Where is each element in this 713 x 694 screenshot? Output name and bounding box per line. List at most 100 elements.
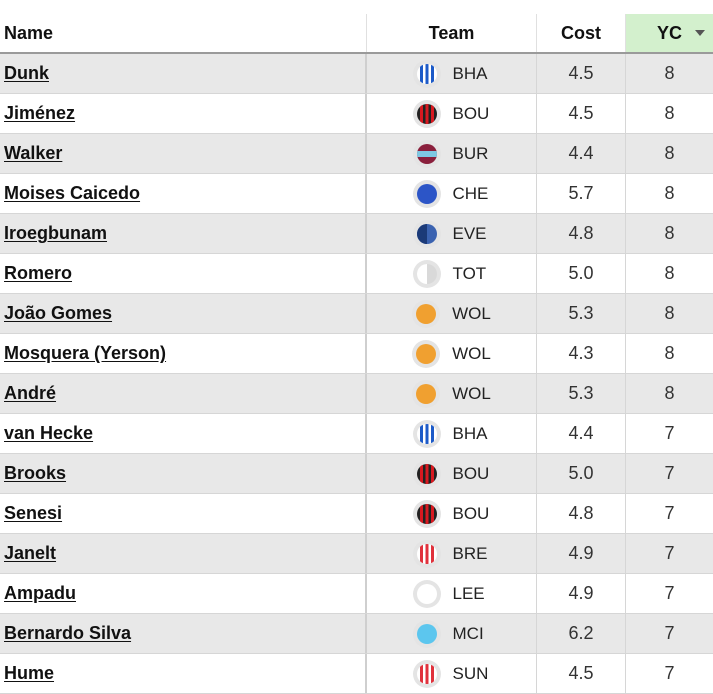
team-cell: MCI bbox=[367, 614, 537, 653]
cost-value: 5.7 bbox=[568, 183, 594, 203]
player-name-link[interactable]: Ampadu bbox=[4, 583, 76, 603]
yc-cell: 8 bbox=[626, 134, 713, 173]
cost-cell: 4.3 bbox=[537, 334, 626, 373]
column-header-name[interactable]: Name bbox=[0, 14, 367, 52]
cost-value: 5.0 bbox=[568, 263, 594, 283]
player-name-link[interactable]: Moises Caicedo bbox=[4, 183, 141, 203]
table-row: Janelt BRE 4.9 7 bbox=[0, 534, 713, 574]
team-code: WOL bbox=[452, 343, 491, 363]
team-code: WOL bbox=[452, 303, 491, 323]
team-badge-icon bbox=[412, 259, 441, 288]
team-badge-icon bbox=[412, 339, 441, 368]
cost-value: 4.4 bbox=[568, 423, 594, 443]
player-name-cell: Mosquera (Yerson) bbox=[0, 334, 367, 373]
table-row: Walker BUR 4.4 8 bbox=[0, 134, 713, 174]
player-name-cell: van Hecke bbox=[0, 414, 367, 453]
yc-value: 7 bbox=[664, 503, 675, 523]
player-name-cell: Ampadu bbox=[0, 574, 367, 613]
column-header-yc[interactable]: YC bbox=[626, 14, 713, 52]
player-name-link[interactable]: Hume bbox=[4, 663, 55, 683]
team-badge-icon bbox=[412, 179, 441, 208]
cost-cell: 4.5 bbox=[537, 654, 626, 693]
team-cell: BOU bbox=[367, 454, 537, 493]
cost-cell: 4.4 bbox=[537, 414, 626, 453]
yc-cell: 7 bbox=[626, 654, 713, 693]
player-name-link[interactable]: Romero bbox=[4, 263, 73, 283]
team-cell: BOU bbox=[367, 94, 537, 133]
team-cell: BRE bbox=[367, 534, 537, 573]
player-name-link[interactable]: van Hecke bbox=[4, 423, 94, 443]
team-badge-icon bbox=[412, 659, 441, 688]
team-cell: CHE bbox=[367, 174, 537, 213]
yc-cell: 7 bbox=[626, 614, 713, 653]
team-badge-icon bbox=[412, 139, 441, 168]
team-badge-icon bbox=[412, 459, 441, 488]
yc-cell: 7 bbox=[626, 414, 713, 453]
cost-value: 5.3 bbox=[568, 303, 594, 323]
player-name-link[interactable]: Mosquera (Yerson) bbox=[4, 343, 167, 363]
team-cell: TOT bbox=[367, 254, 537, 293]
yc-value: 8 bbox=[664, 343, 675, 363]
player-name-cell: Janelt bbox=[0, 534, 367, 573]
player-name-link[interactable]: Janelt bbox=[4, 543, 57, 563]
column-header-cost[interactable]: Cost bbox=[537, 14, 626, 52]
cost-cell: 5.0 bbox=[537, 454, 626, 493]
team-code: BRE bbox=[452, 543, 488, 563]
player-name-link[interactable]: Dunk bbox=[4, 63, 49, 83]
cost-cell: 5.3 bbox=[537, 294, 626, 333]
team-code: BUR bbox=[452, 143, 489, 163]
yc-cell: 8 bbox=[626, 214, 713, 253]
cost-value: 4.8 bbox=[568, 223, 594, 243]
team-badge-icon bbox=[412, 219, 441, 248]
yc-value: 8 bbox=[664, 223, 675, 243]
yc-value: 8 bbox=[664, 103, 675, 123]
player-name-link[interactable]: João Gomes bbox=[4, 303, 113, 323]
table-row: Ampadu LEE 4.9 7 bbox=[0, 574, 713, 614]
table-row: Senesi BOU 4.8 7 bbox=[0, 494, 713, 534]
player-name-cell: Moises Caicedo bbox=[0, 174, 367, 213]
sort-desc-icon[interactable] bbox=[695, 30, 705, 36]
cost-cell: 4.9 bbox=[537, 574, 626, 613]
player-name-link[interactable]: Walker bbox=[4, 143, 63, 163]
column-header-team[interactable]: Team bbox=[367, 14, 537, 52]
player-name-link[interactable]: André bbox=[4, 383, 57, 403]
team-cell: EVE bbox=[367, 214, 537, 253]
yc-cell: 7 bbox=[626, 574, 713, 613]
yc-value: 8 bbox=[664, 383, 675, 403]
yc-cell: 7 bbox=[626, 454, 713, 493]
table-row: André WOL 5.3 8 bbox=[0, 374, 713, 414]
yc-value: 7 bbox=[664, 583, 675, 603]
yc-value: 8 bbox=[664, 263, 675, 283]
team-badge-icon bbox=[412, 379, 441, 408]
yc-value: 7 bbox=[664, 623, 675, 643]
player-name-link[interactable]: Bernardo Silva bbox=[4, 623, 132, 643]
team-cell: WOL bbox=[367, 294, 537, 333]
player-name-link[interactable]: Senesi bbox=[4, 503, 63, 523]
cost-cell: 4.5 bbox=[537, 94, 626, 133]
team-code: BHA bbox=[452, 423, 488, 443]
table-row: Iroegbunam EVE 4.8 8 bbox=[0, 214, 713, 254]
player-name-link[interactable]: Jiménez bbox=[4, 103, 76, 123]
team-badge-icon bbox=[412, 299, 441, 328]
team-code: LEE bbox=[452, 583, 485, 603]
cost-value: 4.5 bbox=[568, 103, 594, 123]
team-cell: BHA bbox=[367, 54, 537, 93]
yc-value: 8 bbox=[664, 63, 675, 83]
yc-cell: 8 bbox=[626, 54, 713, 93]
team-cell: SUN bbox=[367, 654, 537, 693]
yc-value: 7 bbox=[664, 663, 675, 683]
cost-value: 4.8 bbox=[568, 503, 594, 523]
team-cell: LEE bbox=[367, 574, 537, 613]
cost-cell: 4.5 bbox=[537, 54, 626, 93]
team-code: BHA bbox=[452, 63, 488, 83]
player-name-cell: Dunk bbox=[0, 54, 367, 93]
player-name-link[interactable]: Brooks bbox=[4, 463, 67, 483]
yc-value: 7 bbox=[664, 463, 675, 483]
player-name-cell: Senesi bbox=[0, 494, 367, 533]
player-name-link[interactable]: Iroegbunam bbox=[4, 223, 108, 243]
players-table: Name Team Cost YC Dunk BHA 4.5 8 Jiménez BOU 4… bbox=[0, 14, 713, 694]
yc-cell: 8 bbox=[626, 294, 713, 333]
team-badge-icon bbox=[412, 579, 441, 608]
team-cell: WOL bbox=[367, 334, 537, 373]
table-header-row: Name Team Cost YC bbox=[0, 14, 713, 54]
